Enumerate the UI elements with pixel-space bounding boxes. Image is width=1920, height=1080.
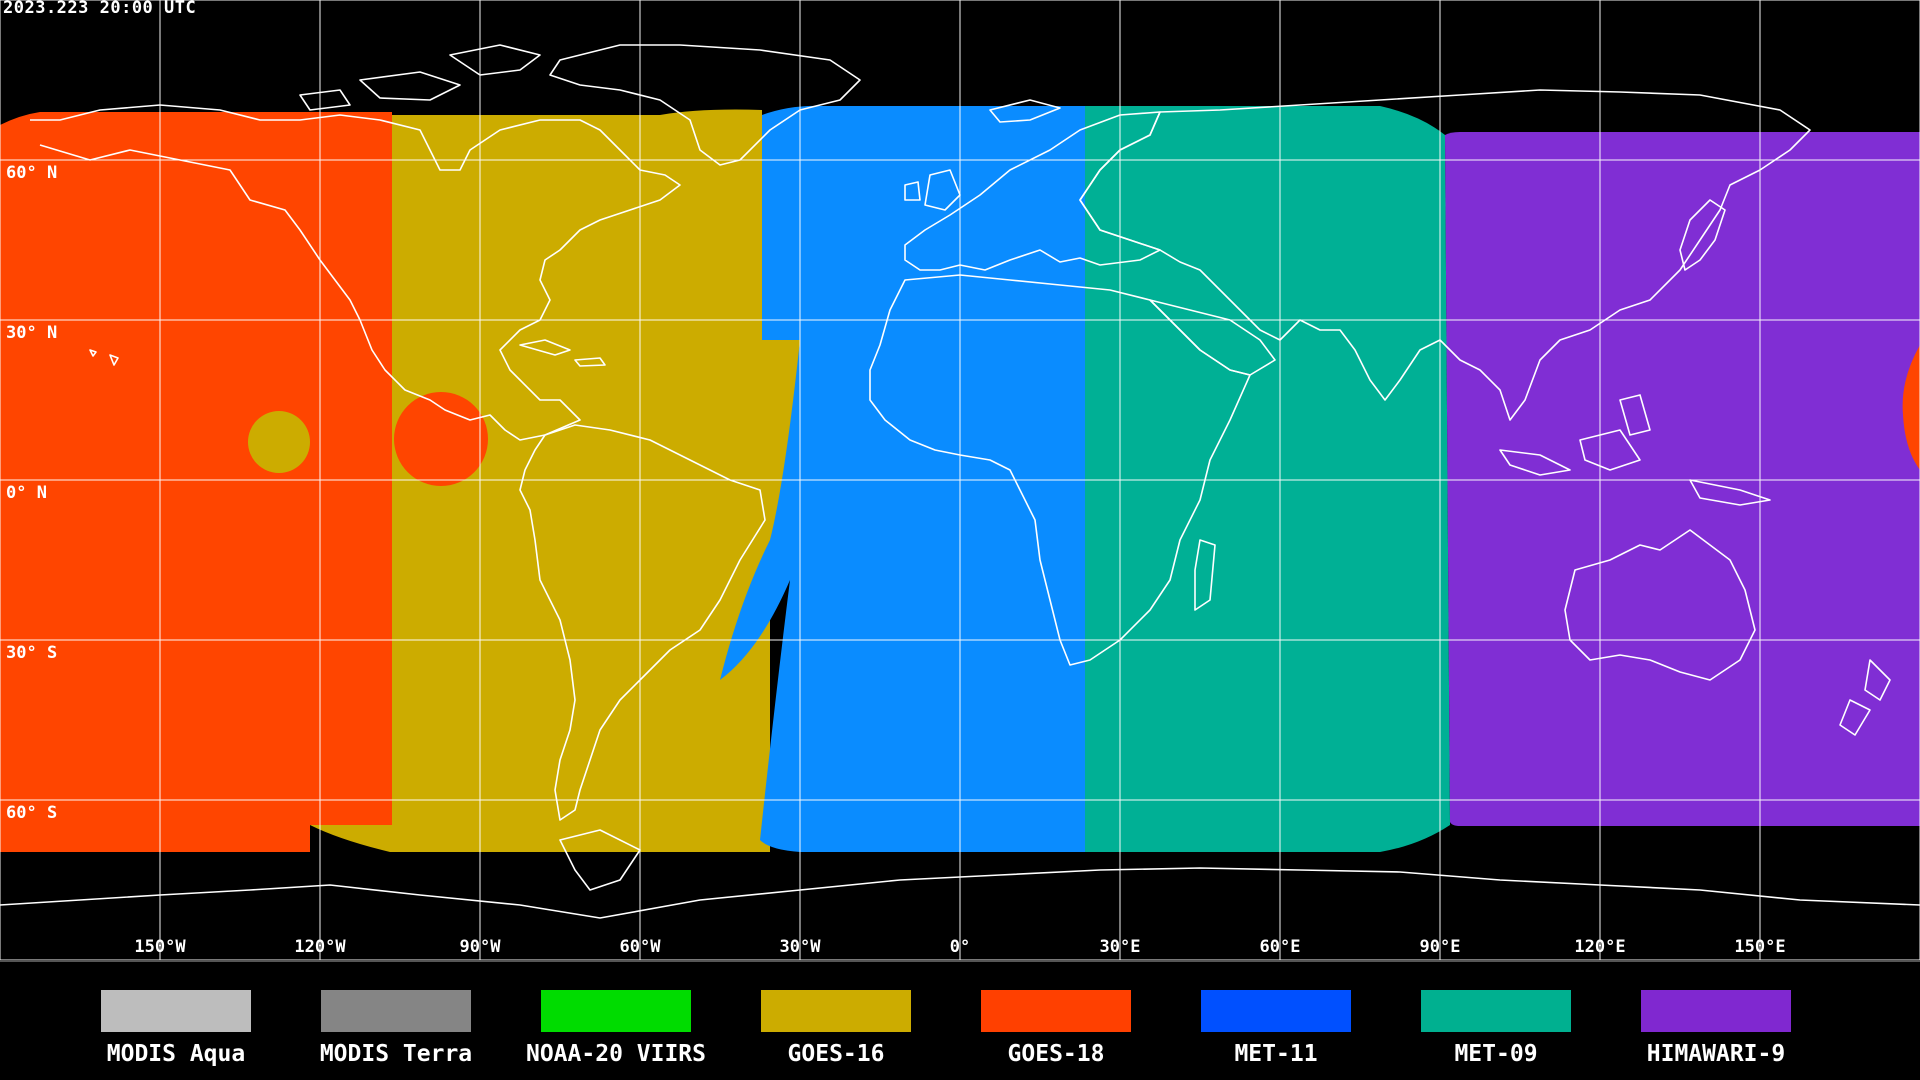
legend-label-himawari9: HIMAWARI-9 xyxy=(1646,1041,1786,1067)
legend-swatch-modis-aqua xyxy=(101,990,251,1032)
lon-label-120e: 120°E xyxy=(1574,937,1626,957)
legend-item-met11: MET-11 xyxy=(1166,990,1386,1067)
coverage-goes18 xyxy=(0,112,392,852)
legend-swatch-goes18 xyxy=(981,990,1131,1032)
coverage-goes18-disc xyxy=(394,392,488,486)
lat-label-30n: 30° N xyxy=(6,323,58,343)
legend-label-met11: MET-11 xyxy=(1234,1041,1318,1067)
lon-label-90e: 90°E xyxy=(1419,937,1461,957)
lon-label-90w: 90°W xyxy=(459,937,501,957)
legend-label-modis-terra: MODIS Terra xyxy=(319,1041,473,1067)
timestamp-label: 2023.223 20:00 UTC xyxy=(3,0,197,18)
lat-label-60n: 60° N xyxy=(6,163,58,183)
lon-label-60w: 60°W xyxy=(619,937,661,957)
coverage-met09 xyxy=(1085,106,1450,852)
lon-label-0: 0° xyxy=(949,937,971,957)
coverage-goes18-east xyxy=(1902,345,1920,470)
legend-swatch-modis-terra xyxy=(321,990,471,1032)
legend-item-goes16: GOES-16 xyxy=(726,990,946,1067)
coverage-regions xyxy=(0,105,1920,853)
lon-label-150w: 150°W xyxy=(134,937,186,957)
legend-item-modis-aqua: MODIS Aqua xyxy=(66,990,286,1067)
lon-label-150e: 150°E xyxy=(1734,937,1786,957)
legend-swatch-met09 xyxy=(1421,990,1571,1032)
legend-label-modis-aqua: MODIS Aqua xyxy=(106,1041,246,1067)
legend-swatch-himawari9 xyxy=(1641,990,1791,1032)
lat-label-0n: 0° N xyxy=(6,483,47,503)
legend-item-noaa20-viirs: NOAA-20 VIIRS xyxy=(506,990,726,1067)
legend-item-goes18: GOES-18 xyxy=(946,990,1166,1067)
lat-label-60s: 60° S xyxy=(6,803,58,823)
legend-label-goes16: GOES-16 xyxy=(787,1041,885,1067)
lon-label-30w: 30°W xyxy=(779,937,821,957)
coverage-goes16-disc xyxy=(248,411,310,473)
satellite-coverage-map xyxy=(0,0,1920,960)
lon-label-60e: 60°E xyxy=(1259,937,1301,957)
legend-swatch-noaa20-viirs xyxy=(541,990,691,1032)
legend: MODIS Aqua MODIS Terra NOAA-20 VIIRS GOE… xyxy=(0,960,1920,1080)
legend-label-goes18: GOES-18 xyxy=(1007,1041,1105,1067)
graticule xyxy=(0,0,1920,960)
lon-label-120w: 120°W xyxy=(294,937,346,957)
legend-item-himawari9: HIMAWARI-9 xyxy=(1606,990,1826,1067)
coverage-met11 xyxy=(720,105,1085,853)
coverage-himawari9 xyxy=(1445,132,1920,826)
coverage-goes16 xyxy=(310,109,800,853)
legend-swatch-met11 xyxy=(1201,990,1351,1032)
lat-label-30s: 30° S xyxy=(6,643,58,663)
legend-label-met09: MET-09 xyxy=(1454,1041,1538,1067)
lon-label-30e: 30°E xyxy=(1099,937,1141,957)
legend-swatch-goes16 xyxy=(761,990,911,1032)
legend-item-met09: MET-09 xyxy=(1386,990,1606,1067)
legend-label-noaa20-viirs: NOAA-20 VIIRS xyxy=(525,1041,706,1067)
legend-item-modis-terra: MODIS Terra xyxy=(286,990,506,1067)
